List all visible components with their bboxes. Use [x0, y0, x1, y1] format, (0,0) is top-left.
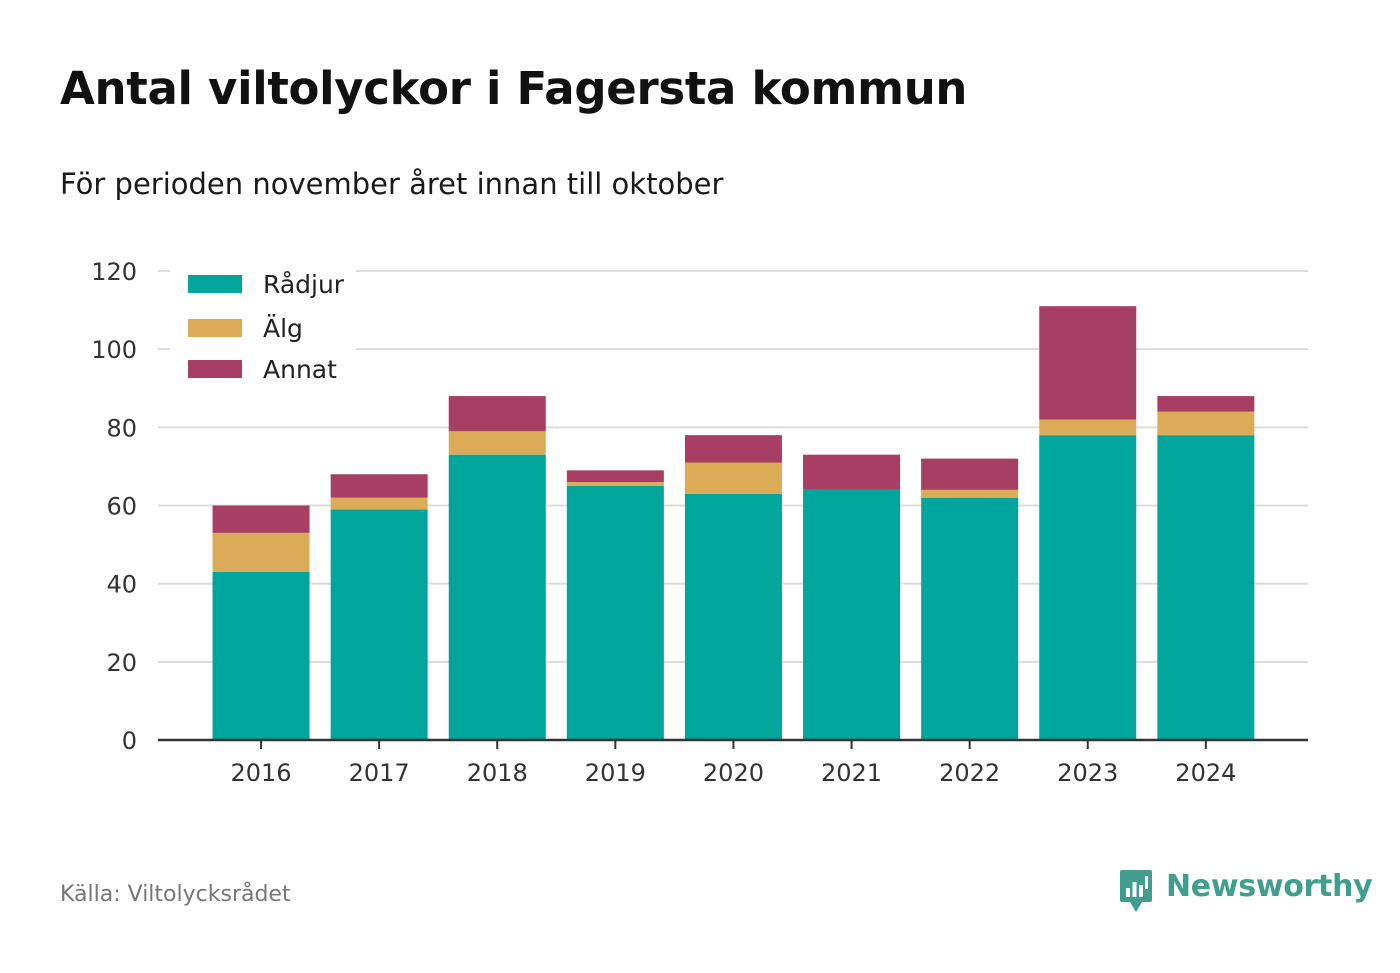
x-tick-label: 2024 — [1175, 759, 1236, 787]
y-tick-label: 0 — [122, 727, 137, 755]
bar-segment — [1157, 396, 1255, 412]
y-tick-label: 20 — [106, 649, 137, 677]
source-note: Källa: Viltolycksrådet — [60, 882, 291, 907]
bar-segment — [448, 396, 546, 432]
bar-segment — [684, 493, 782, 740]
bar-segment — [921, 497, 1019, 740]
chart-subtitle: För perioden november året innan till ok… — [60, 167, 724, 201]
bar-segment — [1157, 411, 1255, 436]
x-tick-label: 2021 — [821, 759, 882, 787]
bar-segment — [1039, 306, 1137, 420]
x-tick-label: 2016 — [231, 759, 292, 787]
bar-segment — [684, 435, 782, 463]
bar-segment — [1157, 435, 1255, 740]
x-tick-label: 2018 — [467, 759, 528, 787]
bars — [212, 306, 1255, 740]
y-tick-label: 60 — [106, 493, 137, 521]
legend-swatch — [188, 360, 242, 378]
x-tick-label: 2022 — [939, 759, 1000, 787]
bar-segment — [212, 571, 310, 740]
y-tick-label: 80 — [106, 414, 137, 442]
y-tick-label: 40 — [106, 571, 137, 599]
bar-segment — [921, 489, 1019, 498]
bar-segment — [330, 497, 428, 510]
chart-title: Antal viltolyckor i Fagersta kommun — [60, 62, 968, 115]
legend-swatch — [188, 319, 242, 337]
x-tick-label: 2020 — [703, 759, 764, 787]
axes: 0 20 40 60 80 100 120 2016 2017 2018 2019 2020 2021 2… — [91, 258, 1308, 787]
bar-segment — [803, 454, 901, 490]
brand-name: Newsworthy — [1166, 869, 1373, 904]
legend-swatch — [188, 275, 242, 293]
x-tick-label: 2023 — [1057, 759, 1118, 787]
bar-segment — [330, 509, 428, 740]
x-tick-label: 2019 — [585, 759, 646, 787]
bar-segment — [566, 482, 664, 486]
bar-segment — [684, 462, 782, 494]
legend-label: Rådjur — [263, 270, 345, 299]
bar-segment — [566, 485, 664, 740]
bar-segment — [212, 532, 310, 572]
legend: Rådjur Älg Annat — [170, 257, 356, 389]
legend-label: Annat — [263, 355, 337, 384]
bar-segment — [803, 489, 901, 740]
bar-segment — [212, 505, 310, 533]
bar-segment — [448, 454, 546, 740]
bar-segment — [448, 431, 546, 455]
bar-segment — [921, 458, 1019, 490]
brand-logo: Newsworthy — [1118, 868, 1373, 916]
y-tick-label: 100 — [91, 336, 137, 364]
y-tick-label: 120 — [91, 258, 137, 286]
legend-label: Älg — [263, 314, 303, 343]
bar-segment — [566, 470, 664, 483]
bar-segment — [330, 474, 428, 498]
newsworthy-logo-icon — [1120, 870, 1152, 912]
x-tick-label: 2017 — [349, 759, 410, 787]
bar-segment — [1039, 419, 1137, 436]
bar-segment — [1039, 435, 1137, 740]
